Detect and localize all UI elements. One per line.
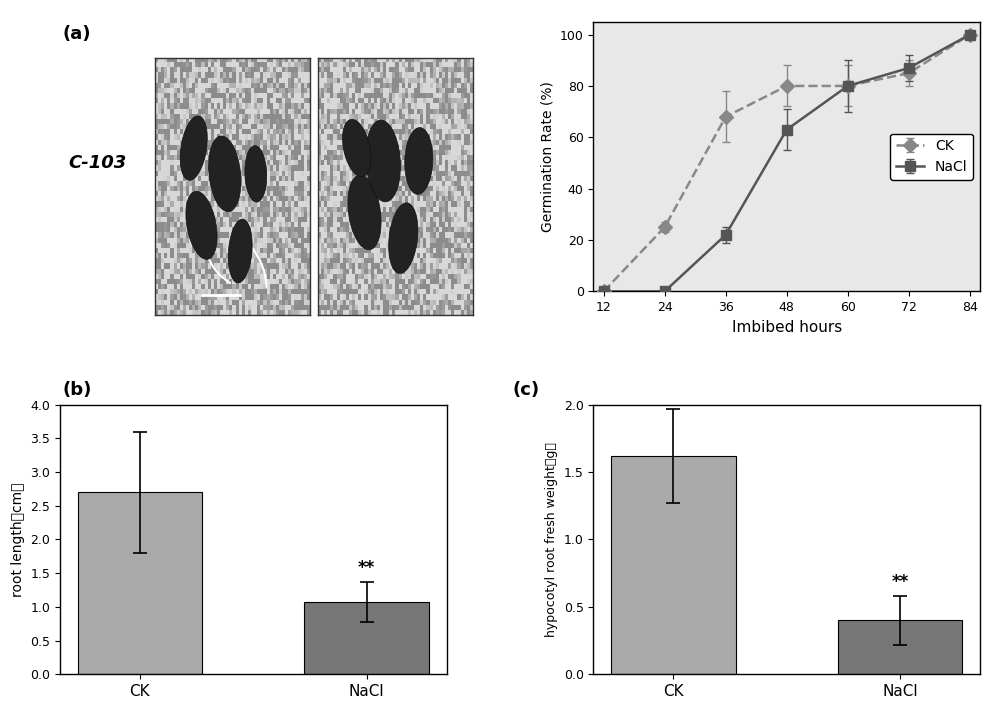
Ellipse shape — [228, 219, 252, 283]
Legend: CK, NaCl: CK, NaCl — [890, 133, 973, 180]
Bar — [78, 492, 202, 674]
Bar — [304, 602, 429, 674]
Ellipse shape — [180, 116, 207, 181]
Ellipse shape — [245, 146, 267, 202]
Text: **: ** — [891, 573, 909, 591]
Bar — [838, 621, 962, 674]
Text: (b): (b) — [62, 381, 91, 399]
Ellipse shape — [343, 120, 371, 177]
Text: **: ** — [358, 558, 375, 576]
Ellipse shape — [186, 191, 217, 260]
Ellipse shape — [366, 120, 400, 202]
Ellipse shape — [348, 175, 381, 249]
X-axis label: Imbibed hours: Imbibed hours — [732, 320, 842, 335]
Ellipse shape — [405, 128, 433, 194]
Y-axis label: Germination Rate (%): Germination Rate (%) — [540, 81, 554, 232]
Bar — [611, 456, 736, 674]
Ellipse shape — [209, 136, 241, 212]
Text: C-103: C-103 — [68, 154, 126, 172]
Text: (a): (a) — [62, 25, 90, 44]
Y-axis label: hypocotyl root fresh weight（g）: hypocotyl root fresh weight（g） — [545, 442, 558, 637]
Y-axis label: root length（cm）: root length（cm） — [11, 482, 25, 597]
Text: (c): (c) — [513, 381, 540, 399]
Ellipse shape — [389, 203, 418, 273]
